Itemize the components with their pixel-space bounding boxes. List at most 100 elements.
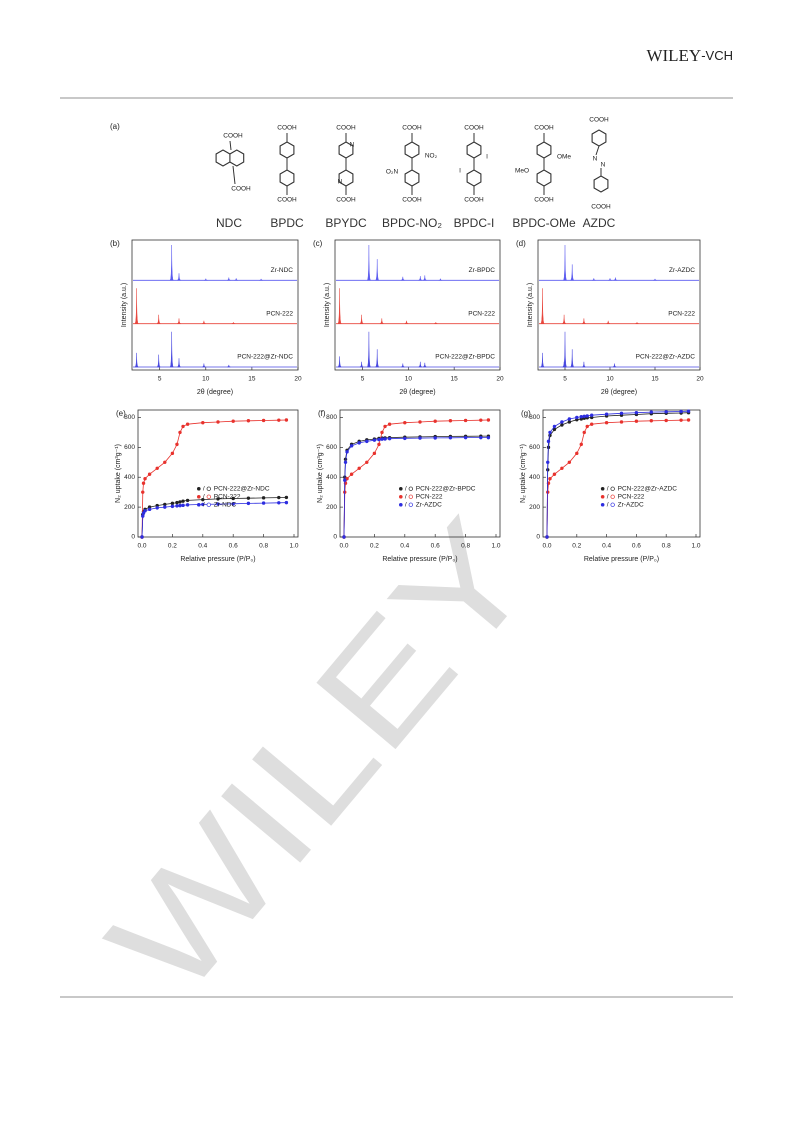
data-point	[201, 502, 205, 507]
data-point	[372, 438, 377, 442]
legend-separator: /	[607, 501, 609, 508]
x-tick-label: 0.4	[400, 543, 409, 550]
peak	[591, 278, 596, 281]
legend-separator: /	[203, 501, 205, 508]
plot-frame	[542, 409, 701, 538]
data-point	[349, 472, 354, 476]
data-point	[433, 419, 437, 423]
data-point	[686, 409, 691, 413]
legend-marker	[399, 486, 403, 491]
x-tick-label: 0.0	[339, 543, 348, 550]
panel-label: (b)	[110, 239, 120, 248]
peak	[202, 363, 206, 368]
data-point	[181, 499, 185, 503]
legend-separator: /	[405, 485, 407, 492]
data-point	[548, 430, 552, 435]
peak	[366, 331, 371, 368]
data-point	[679, 409, 683, 414]
data-point	[365, 460, 369, 464]
data-point	[342, 535, 346, 539]
group-label: COOH	[464, 125, 484, 132]
peak	[400, 276, 405, 281]
legend-marker	[408, 486, 413, 491]
y-axis-label: Intensity (a.u.)	[324, 283, 331, 327]
legend-marker	[197, 502, 201, 507]
x-tick-label: 10	[606, 376, 614, 383]
legend-marker	[408, 502, 413, 507]
legend-label: PCN-222	[416, 493, 443, 500]
logo: WILEY-VCH	[646, 46, 733, 65]
legend-label: PCN-222@Zr-AZDC	[618, 485, 678, 492]
x-tick-label: 20	[496, 376, 504, 383]
peak	[226, 277, 231, 281]
y-tick-label: 0	[536, 534, 540, 541]
substituent-label: N	[338, 179, 343, 186]
panel-label: (d)	[516, 239, 526, 248]
data-point	[170, 501, 175, 506]
peak	[202, 320, 206, 324]
data-point	[175, 504, 179, 508]
data-point	[349, 444, 354, 448]
panel-label: (e)	[116, 409, 126, 418]
peak	[366, 244, 371, 281]
x-tick-label: 0.0	[137, 543, 146, 550]
legend-marker	[197, 486, 201, 491]
legend-marker	[600, 502, 605, 507]
data-point	[560, 420, 564, 424]
data-point	[634, 419, 639, 423]
x-tick-label: 10	[405, 376, 413, 383]
data-point	[463, 435, 468, 440]
substituent-label: N	[593, 156, 598, 163]
peak	[156, 354, 161, 368]
peak	[375, 259, 380, 281]
data-point	[575, 451, 579, 456]
peak	[433, 322, 438, 324]
molecule-name: NDC	[216, 216, 242, 230]
data-point	[418, 436, 422, 440]
y-tick-label: 200	[124, 504, 135, 511]
data-point	[181, 503, 185, 508]
peak	[169, 244, 174, 281]
data-point	[143, 477, 147, 481]
x-tick-label: 0.2	[370, 543, 379, 550]
data-point	[141, 490, 145, 494]
series-label: PCN-222@Zr-AZDC	[636, 354, 696, 361]
data-point	[383, 424, 387, 429]
data-point	[178, 500, 182, 504]
peak	[177, 318, 181, 324]
data-point	[486, 435, 491, 440]
legend-label: Zr-AZDC	[618, 501, 644, 508]
watermark: WILEY	[76, 489, 565, 1026]
y-tick-label: 600	[326, 444, 337, 451]
legend-separator: /	[607, 485, 609, 492]
molecule-name: BPDC-I	[454, 216, 495, 230]
data-point	[284, 418, 289, 422]
peak	[422, 362, 427, 368]
data-point	[380, 430, 384, 435]
legend-label: PCN-222@Zr-NDC	[214, 485, 270, 492]
data-point	[261, 501, 266, 505]
data-point	[649, 410, 653, 414]
data-point	[448, 436, 453, 440]
molecule-name: BPYDC	[325, 216, 367, 230]
data-point	[175, 442, 179, 447]
group-label: COOH	[402, 197, 422, 204]
y-axis-label: N₂ uptake (cm³g⁻¹)	[115, 444, 122, 503]
peak	[259, 278, 263, 281]
data-point	[567, 420, 572, 424]
y-tick-label: 600	[529, 444, 540, 451]
data-point	[380, 437, 384, 441]
y-tick-label: 400	[124, 474, 135, 481]
peak	[562, 244, 568, 281]
legend-separator: /	[607, 493, 609, 500]
data-point	[463, 418, 468, 423]
data-point	[216, 502, 220, 506]
data-point	[170, 504, 175, 509]
group-label: COOH	[534, 125, 554, 132]
data-point	[579, 415, 583, 419]
x-tick-label: 15	[451, 376, 459, 383]
peak	[562, 331, 568, 368]
data-point	[216, 420, 220, 424]
